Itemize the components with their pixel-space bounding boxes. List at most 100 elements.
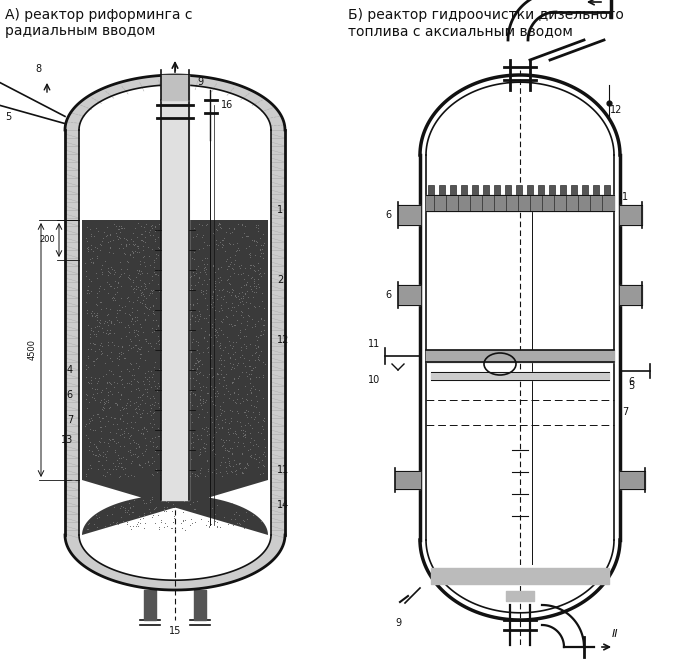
Point [92,376,103,387]
Point [180,457,191,468]
Point [113,277,124,288]
Point [250,343,261,353]
Point [100,411,111,421]
Point [205,242,216,252]
Point [103,377,114,387]
Point [153,334,164,345]
Point [124,520,135,531]
Point [148,314,159,325]
Point [208,260,219,270]
Point [146,512,158,522]
Point [232,360,243,371]
Point [224,340,235,351]
Point [206,502,217,513]
Point [189,504,200,514]
Point [140,314,151,325]
Point [182,418,193,429]
Point [216,349,227,360]
Point [126,506,138,517]
Point [167,337,178,347]
Point [227,377,238,387]
Point [95,346,106,357]
Point [131,442,142,453]
Point [249,318,261,329]
Point [130,239,141,250]
Point [138,429,149,440]
Point [87,246,98,257]
Point [212,220,223,231]
Point [229,254,240,265]
Point [191,231,202,242]
Point [198,370,209,381]
Point [180,438,191,449]
Point [165,376,176,387]
Point [254,282,265,292]
Point [211,225,222,235]
Point [233,436,244,447]
Point [170,322,181,333]
Point [165,334,176,345]
Point [194,381,205,392]
Point [209,399,220,410]
Point [102,395,113,405]
Point [131,407,142,418]
Point [104,426,115,437]
Point [186,310,197,320]
Point [209,330,220,341]
Point [241,412,252,423]
Point [102,310,113,321]
Point [140,440,151,451]
Point [212,336,223,347]
Point [160,496,171,507]
Point [108,433,119,444]
Point [159,375,170,386]
Point [226,498,237,508]
Point [149,235,160,246]
Point [184,314,196,324]
Point [124,250,135,260]
Point [218,440,229,450]
Point [102,350,113,361]
Point [193,471,204,482]
Point [227,320,238,331]
Point [231,237,242,248]
Point [156,242,167,252]
Point [175,517,186,528]
Point [186,409,197,420]
Point [259,303,270,314]
Point [215,272,226,282]
Point [152,509,163,520]
Point [138,245,149,256]
Point [180,348,191,359]
Point [97,404,108,415]
Point [131,339,142,350]
Point [86,230,97,241]
Point [125,315,136,326]
Point [241,277,252,288]
Point [82,242,93,253]
Point [106,337,117,347]
Point [171,455,182,466]
Point [226,302,237,312]
Point [162,496,173,507]
Point [93,320,104,331]
Point [113,436,124,447]
Point [198,397,209,408]
Point [193,357,204,367]
Point [150,501,161,512]
Point [165,325,176,336]
Point [122,292,133,303]
Point [221,445,232,456]
Point [174,492,185,502]
Point [173,294,184,304]
Point [254,452,265,463]
Point [132,383,143,393]
Point [104,440,115,451]
Point [161,322,172,333]
Point [254,385,265,396]
Point [216,433,227,444]
Point [160,384,171,395]
Point [202,300,213,310]
Point [136,290,147,300]
Point [240,230,252,241]
